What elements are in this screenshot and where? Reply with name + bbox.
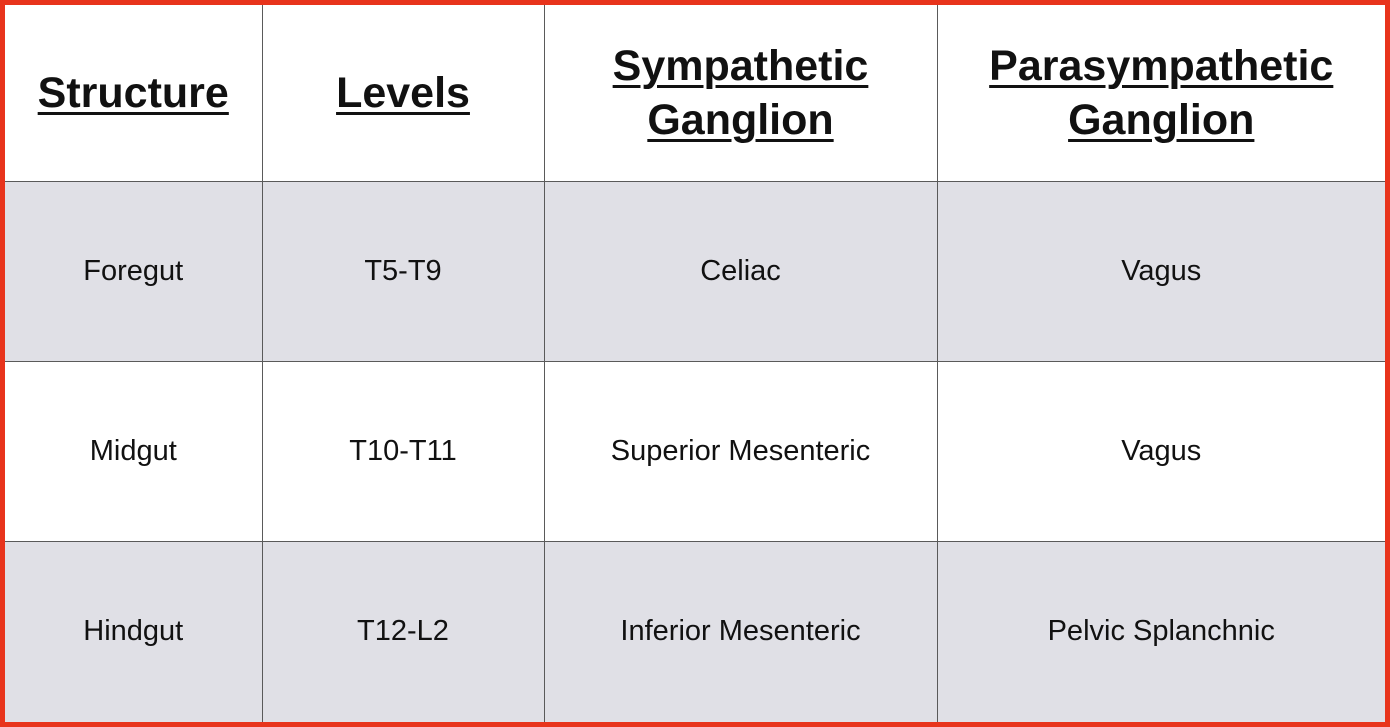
header-structure: Structure [5, 5, 263, 182]
cell-sympathetic-ganglion: Superior Mesenteric [543, 360, 938, 542]
cell-parasympathetic-ganglion: Vagus [936, 180, 1385, 362]
header-levels: Levels [261, 5, 545, 182]
cell-parasympathetic-ganglion: Pelvic Splanchnic [936, 540, 1385, 722]
cell-structure: Midgut [5, 360, 263, 542]
cell-parasympathetic-ganglion: Vagus [936, 360, 1385, 542]
table-row: Hindgut T12-L2 Inferior Mesenteric Pelvi… [5, 540, 1385, 722]
ganglion-table: Structure Levels Sympathetic Ganglion Pa… [5, 5, 1385, 722]
cell-levels: T5-T9 [261, 180, 545, 362]
cell-structure: Foregut [5, 180, 263, 362]
header-parasympathetic-ganglion: Parasympathetic Ganglion [936, 5, 1385, 182]
header-sympathetic-ganglion: Sympathetic Ganglion [543, 5, 938, 182]
cell-levels: T12-L2 [261, 540, 545, 722]
cell-levels: T10-T11 [261, 360, 545, 542]
cell-sympathetic-ganglion: Celiac [543, 180, 938, 362]
cell-sympathetic-ganglion: Inferior Mesenteric [543, 540, 938, 722]
cell-structure: Hindgut [5, 540, 263, 722]
table-header-row: Structure Levels Sympathetic Ganglion Pa… [5, 5, 1385, 182]
table-row: Midgut T10-T11 Superior Mesenteric Vagus [5, 360, 1385, 542]
table-row: Foregut T5-T9 Celiac Vagus [5, 180, 1385, 362]
